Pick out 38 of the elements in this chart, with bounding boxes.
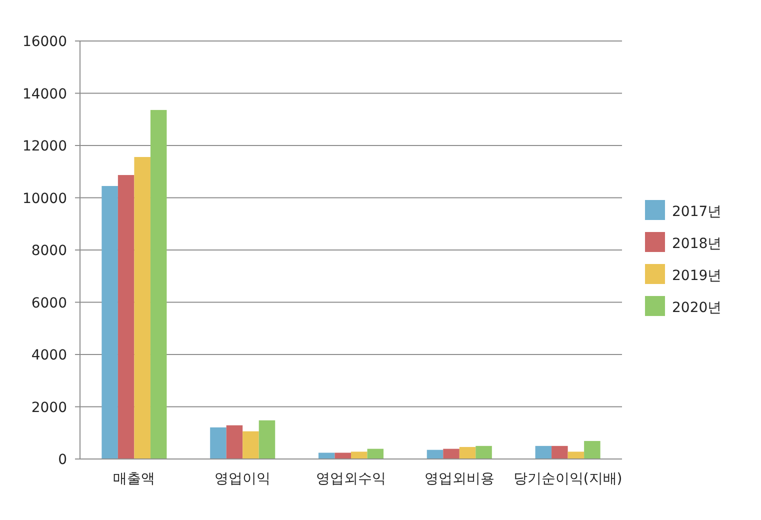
bar [426,450,444,459]
y-tick-label: 14000 [22,86,67,102]
y-tick-label: 16000 [22,34,67,50]
bar [134,156,150,459]
y-tick-label: 6000 [31,295,67,312]
bar [351,452,368,459]
bar [552,446,568,459]
y-tick-label: 8000 [31,243,67,259]
bar [535,446,552,459]
bar [334,452,351,459]
legend-label: 2020년 [672,300,722,316]
x-tick-label: 영업외수익 [316,471,386,487]
bar [150,110,167,459]
legend-label: 2019년 [672,268,722,284]
bar [242,431,259,459]
bar [258,420,276,459]
bar [459,446,476,459]
x-tick-label: 영업이익 [214,471,271,487]
x-tick-label: 영업외비용 [424,471,494,487]
bar [367,448,384,459]
y-tick-label: 4000 [31,348,67,364]
y-tick-label: 0 [58,452,67,468]
y-tick-label: 12000 [22,138,67,154]
bar [226,425,243,459]
legend-label: 2017년 [672,204,722,220]
x-tick-label: 당기순이익(지배) [513,471,622,487]
bar [443,448,460,459]
bar [210,427,226,459]
bar [568,452,584,459]
bar [476,446,492,459]
bar [318,452,335,459]
bar [102,186,118,459]
x-tick-label: 매출액 [113,471,156,487]
legend-label: 2018년 [672,236,722,252]
bar [584,440,600,459]
y-tick-label: 10000 [22,190,67,207]
bar [118,175,134,459]
y-tick-label: 2000 [31,400,67,416]
